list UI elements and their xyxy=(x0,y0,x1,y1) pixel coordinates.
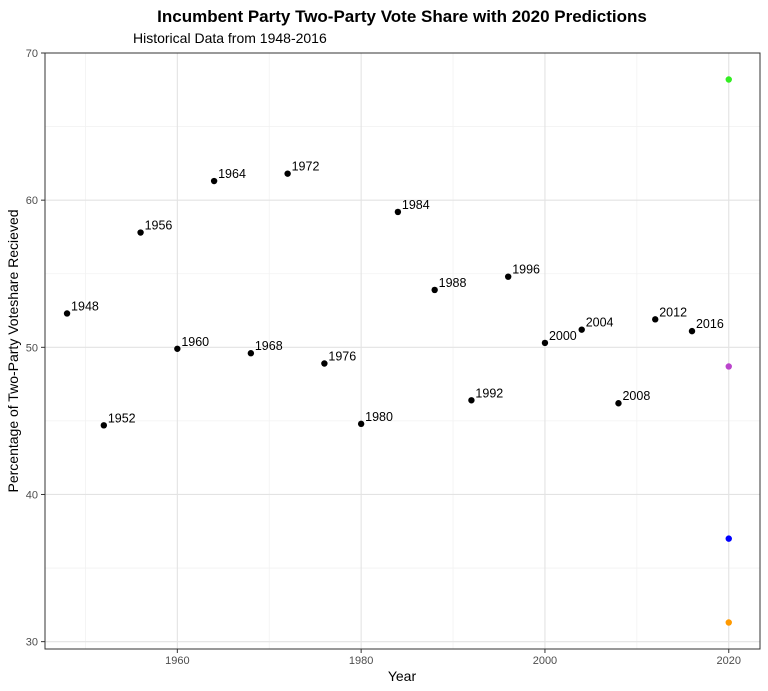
point-label: 1972 xyxy=(292,160,320,174)
point-label: 1996 xyxy=(512,263,540,277)
data-point xyxy=(688,327,696,335)
chart-subtitle: Historical Data from 1948-2016 xyxy=(133,30,327,46)
data-point xyxy=(137,229,144,236)
y-tick-label: 50 xyxy=(26,342,38,354)
point-label: 1964 xyxy=(218,167,246,181)
point-label: 2008 xyxy=(622,389,650,403)
data-point xyxy=(394,208,402,216)
y-tick-label: 30 xyxy=(26,637,38,649)
data-point xyxy=(431,286,438,294)
y-axis-title: Percentage of Two-Party Voteshare Reciev… xyxy=(5,209,21,492)
point-label: 1960 xyxy=(181,335,209,349)
point-label: 2004 xyxy=(586,316,614,330)
x-tick-label: 1980 xyxy=(349,655,373,667)
x-tick-label: 2020 xyxy=(717,655,741,667)
point-label: 1980 xyxy=(365,410,393,424)
y-tick-label: 70 xyxy=(26,48,38,60)
point-label: 2012 xyxy=(659,305,687,319)
data-point xyxy=(725,535,732,542)
data-point xyxy=(357,420,365,428)
data-point xyxy=(541,339,549,347)
data-point xyxy=(210,177,218,185)
data-point xyxy=(725,363,732,370)
data-points: 1948 1952 1956 1960 1964 1968 1972 1976 1980 1984… xyxy=(63,76,732,626)
data-point xyxy=(247,350,255,357)
point-label: 1968 xyxy=(255,339,283,353)
x-tick-label: 1960 xyxy=(165,655,189,667)
point-label: 1992 xyxy=(475,386,503,400)
data-point xyxy=(468,397,475,404)
data-point xyxy=(63,310,71,317)
x-tick-label: 2000 xyxy=(533,655,557,667)
y-tick-label: 40 xyxy=(26,489,38,501)
point-label: 1976 xyxy=(328,350,356,364)
data-point xyxy=(725,619,732,626)
point-label: 2000 xyxy=(549,329,577,343)
data-point xyxy=(615,400,622,407)
chart-title: Incumbent Party Two-Party Vote Share wit… xyxy=(157,7,647,26)
plot-border xyxy=(44,52,761,650)
data-point xyxy=(652,316,659,323)
data-point xyxy=(100,422,108,429)
axis-ticks: 1960 1980 2000 2020 30 40 50 60 70 xyxy=(26,48,741,667)
data-point xyxy=(578,326,585,333)
y-tick-label: 60 xyxy=(26,195,38,207)
data-point xyxy=(504,273,512,280)
data-point xyxy=(284,170,291,177)
x-axis-title: Year xyxy=(388,668,417,684)
data-point xyxy=(174,345,181,352)
plot-panel xyxy=(45,53,760,649)
point-label: 1988 xyxy=(439,276,467,290)
point-label: 1984 xyxy=(402,198,430,212)
point-label: 2016 xyxy=(696,317,724,331)
point-label: 1956 xyxy=(145,219,173,233)
data-point xyxy=(725,76,732,83)
point-label: 1952 xyxy=(108,411,136,425)
point-label: 1948 xyxy=(71,299,99,313)
data-point xyxy=(321,360,328,367)
